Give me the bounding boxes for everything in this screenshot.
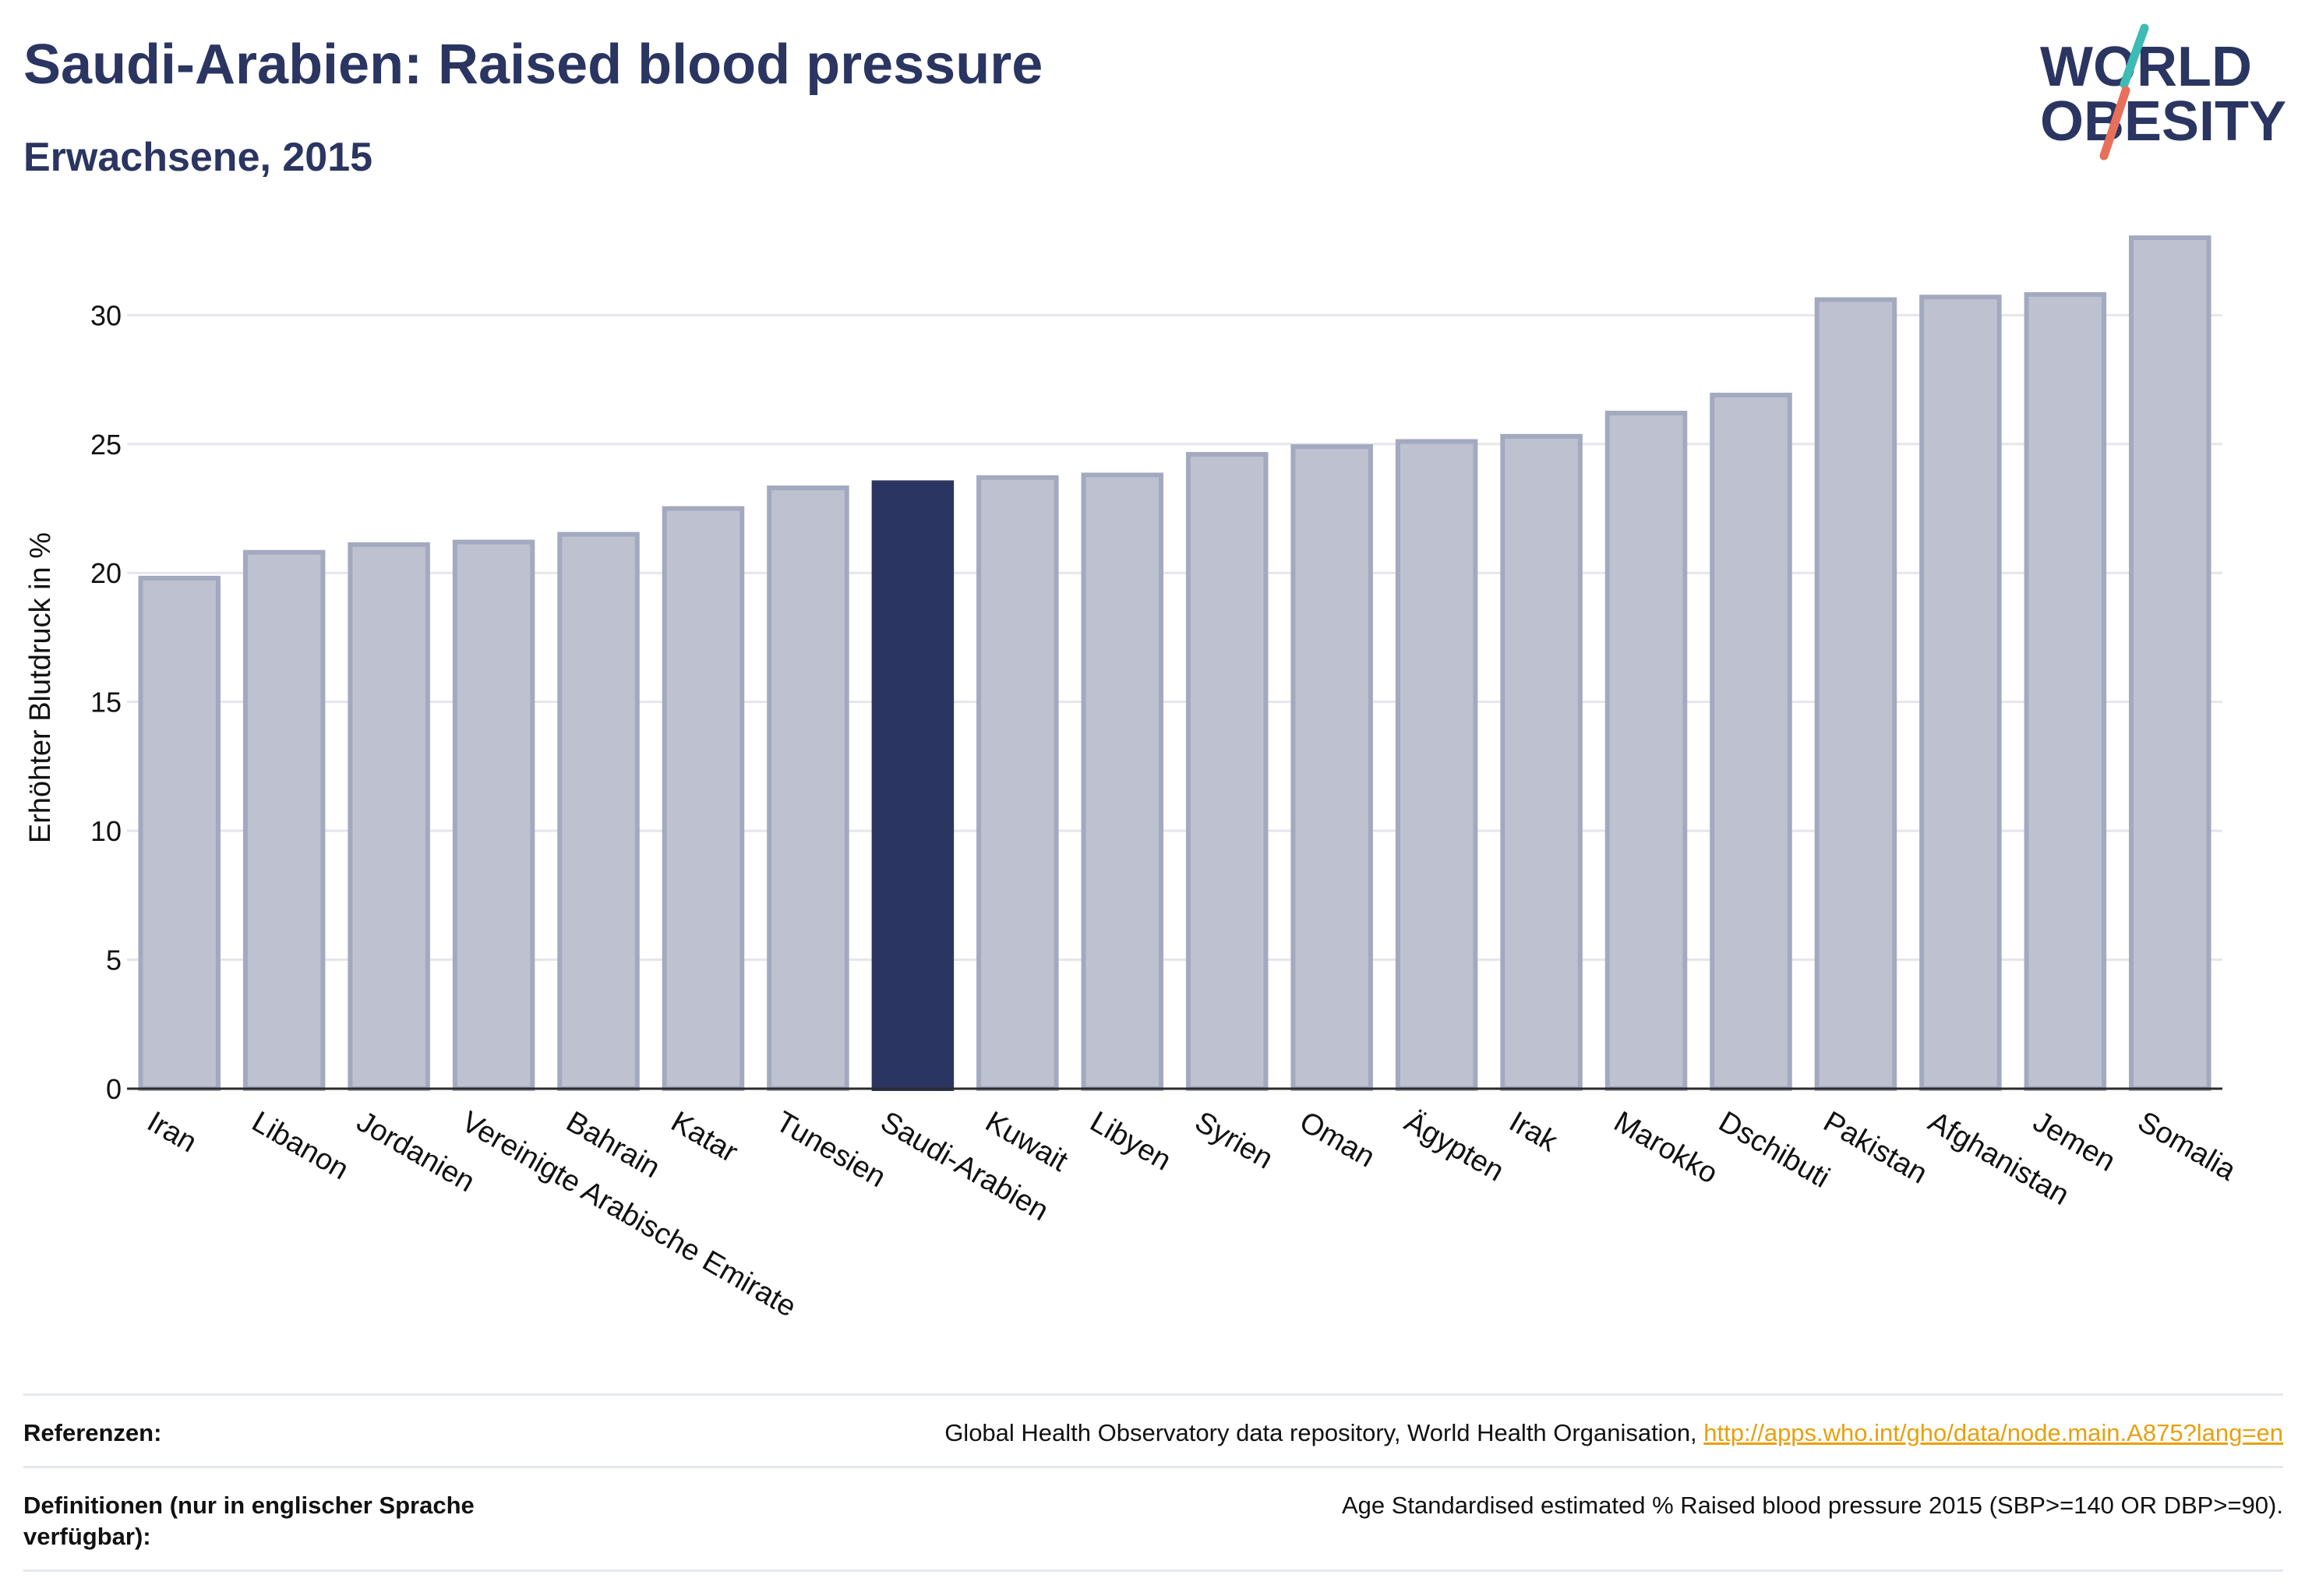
bar-kuwait[interactable]: [976, 475, 1059, 1091]
x-tick-label: Iran: [142, 1105, 203, 1159]
bar-irak[interactable]: [1500, 433, 1583, 1091]
gridlines: [127, 313, 2222, 962]
x-tick-label: Irak: [1504, 1105, 1564, 1159]
x-tick-label: Pakistan: [1818, 1105, 1933, 1190]
bars: [138, 235, 2211, 1092]
logo-line-2: OBESITY: [2040, 90, 2286, 153]
x-tick-label: Ägypten: [1399, 1105, 1509, 1188]
x-tick-label: Libanon: [246, 1105, 354, 1186]
chart-subtitle: Erwachsene, 2015: [23, 135, 373, 180]
bar-bahrain[interactable]: [557, 531, 640, 1091]
bar-saudi-arabien[interactable]: [871, 480, 955, 1091]
y-tick-label: 20: [90, 557, 122, 589]
bar-vereinigte-arabische-emirate[interactable]: [452, 539, 535, 1091]
bar-pakistan[interactable]: [1814, 297, 1897, 1091]
y-tick-label: 15: [90, 687, 122, 719]
definitions-label: Definitionen (nur in englischer Sprache …: [23, 1492, 475, 1550]
references-text: Global Health Observatory data repositor…: [944, 1419, 1704, 1446]
y-tick-label: 25: [90, 429, 122, 461]
bar-jemen[interactable]: [2024, 291, 2107, 1092]
x-tick-label: Tunesien: [770, 1105, 891, 1194]
bar-iran[interactable]: [138, 575, 221, 1091]
bar-libyen[interactable]: [1081, 472, 1164, 1091]
x-tick-label: Syrien: [1189, 1105, 1278, 1175]
y-tick-label: 0: [106, 1073, 122, 1105]
x-tick-label: Libyen: [1085, 1105, 1177, 1177]
x-tick-label: Oman: [1294, 1105, 1381, 1174]
logo-slash-coral: [2099, 86, 2130, 161]
x-tick-label: Somalia: [2132, 1105, 2242, 1187]
footer-definitions-row: Definitionen (nur in englischer Sprache …: [23, 1466, 2283, 1572]
x-tick-label: Jordanien: [351, 1105, 481, 1199]
logo-slash-teal: [2120, 23, 2149, 89]
definitions-text: Age Standardised estimated % Raised bloo…: [1341, 1492, 2283, 1519]
footer-references-row: Referenzen: Global Health Observatory da…: [23, 1393, 2283, 1466]
references-link[interactable]: http://apps.who.int/gho/data/node.main.A…: [1703, 1419, 2283, 1446]
bar-dschibuti[interactable]: [1710, 392, 1792, 1092]
bar-libanon[interactable]: [242, 549, 326, 1091]
bar-afghanistan[interactable]: [1919, 295, 2002, 1091]
y-tick-label: 10: [90, 815, 122, 847]
references-label: Referenzen:: [23, 1419, 162, 1446]
logo-line-1: WORLD: [2040, 36, 2252, 98]
bar-katar[interactable]: [662, 506, 745, 1091]
chart-title: Saudi-Arabien: Raised blood pressure: [23, 34, 1043, 96]
bar-tunesien[interactable]: [767, 486, 849, 1091]
bar-somalia[interactable]: [2129, 235, 2211, 1091]
world-obesity-logo: WORLD OBESITY: [2040, 23, 2286, 161]
bar-oman[interactable]: [1290, 444, 1373, 1091]
bar-jordanien[interactable]: [348, 542, 430, 1091]
y-tick-labels: 0 5 10 15 20 25 30: [90, 299, 122, 1105]
y-axis-label: Erhöhter Blutdruck in %: [24, 532, 57, 843]
bar-syrien[interactable]: [1185, 452, 1269, 1091]
y-tick-label: 5: [106, 945, 122, 976]
footer: Referenzen: Global Health Observatory da…: [23, 1393, 2283, 1572]
bar-marokko[interactable]: [1604, 411, 1688, 1091]
x-tick-label: Katar: [665, 1105, 743, 1169]
x-tick-label: Marokko: [1608, 1105, 1723, 1190]
references-value: Global Health Observatory data repositor…: [944, 1418, 2283, 1449]
bar-ägypten[interactable]: [1395, 439, 1478, 1091]
x-tick-label: Dschibuti: [1713, 1105, 1834, 1195]
y-tick-label: 30: [90, 299, 122, 331]
